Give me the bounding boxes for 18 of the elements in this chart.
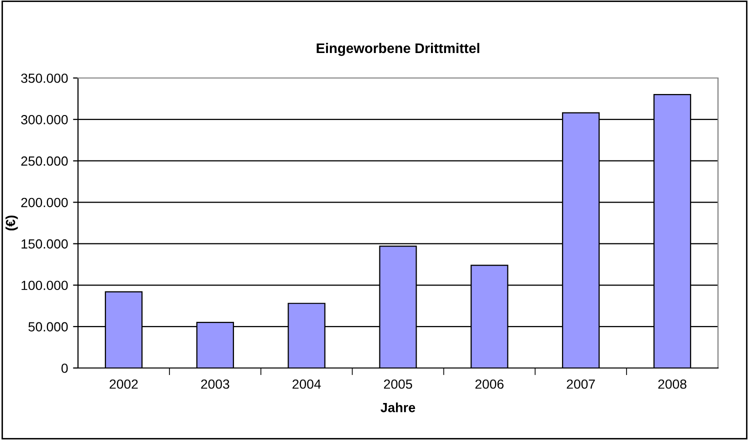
y-tick-label: 0: [61, 364, 68, 373]
x-tick-label: 2003: [201, 379, 230, 389]
y-tick-label: 50.000: [28, 322, 68, 332]
y-tick-label: 200.000: [21, 198, 68, 208]
x-tick-label: 2006: [475, 379, 504, 389]
y-tick-label: 250.000: [21, 156, 68, 166]
x-tick-label: 2005: [384, 379, 412, 389]
x-tick-label: 2007: [566, 379, 595, 389]
chart-title: Eingeworbene Drittmittel: [316, 42, 480, 56]
x-axis-title: Jahre: [380, 402, 416, 412]
y-tick-label: 150.000: [22, 239, 68, 249]
y-tick-label: 350.000: [21, 74, 68, 83]
y-tick-label: 300.000: [21, 114, 68, 124]
x-tick-label: 2002: [110, 379, 138, 389]
y-tick-label: 100.000: [22, 280, 68, 290]
x-tick-label: 2004: [292, 379, 321, 389]
y-axis-title: (€): [6, 216, 18, 230]
x-tick-label: 2008: [658, 379, 686, 389]
